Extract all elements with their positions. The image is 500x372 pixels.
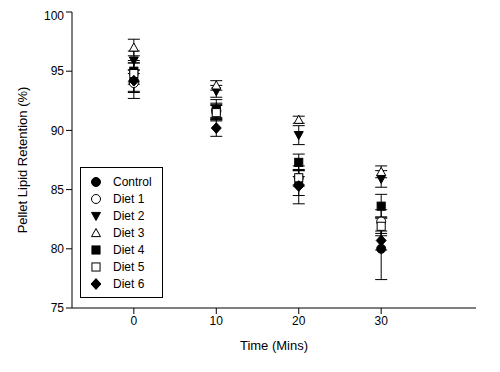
svg-text:0: 0	[130, 314, 137, 328]
html-text:Diet 2: Diet 2	[113, 208, 145, 223]
svg-text:95: 95	[51, 64, 65, 78]
html-text:Diet 6: Diet 6	[113, 276, 145, 291]
html-text:Diet 5: Diet 5	[113, 259, 145, 274]
svg-text:80: 80	[51, 242, 65, 256]
svg-text:75: 75	[51, 301, 65, 315]
html-text:Diet 3: Diet 3	[113, 225, 145, 240]
svg-text:30: 30	[375, 314, 389, 328]
html-text:Control: Control	[113, 174, 152, 189]
svg-text:Time (Mins): Time (Mins)	[240, 338, 308, 353]
svg-text:10: 10	[210, 314, 224, 328]
svg-text:90: 90	[51, 124, 65, 138]
html-text:Diet 1: Diet 1	[113, 191, 145, 206]
svg-text:100: 100	[44, 9, 64, 23]
html-text:Diet 4: Diet 4	[113, 242, 145, 257]
svg-text:Pellet Lipid Retention (%): Pellet Lipid Retention (%)	[15, 87, 30, 234]
svg-text:85: 85	[51, 183, 65, 197]
svg-text:20: 20	[292, 314, 306, 328]
